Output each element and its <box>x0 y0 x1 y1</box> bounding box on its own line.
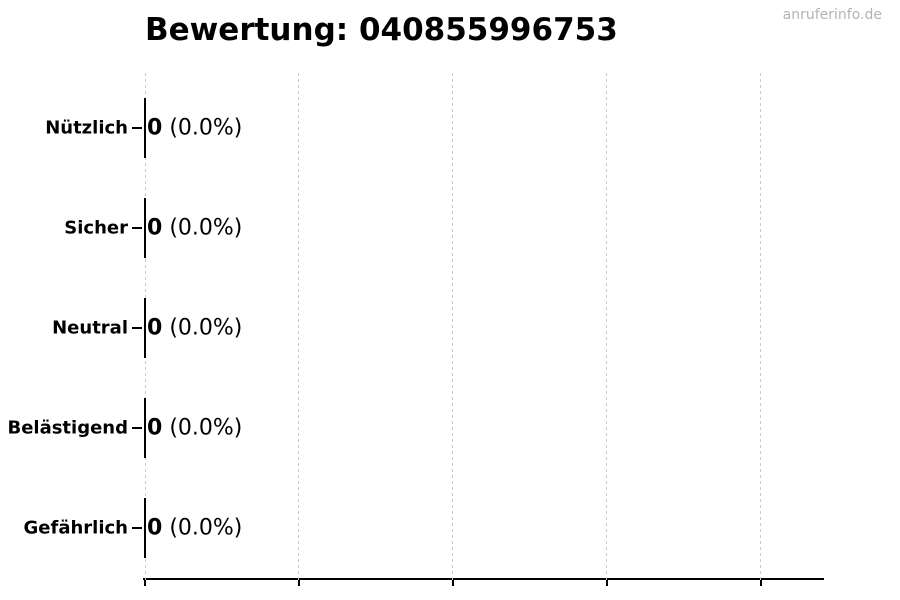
x-gridline-4 <box>760 73 761 580</box>
x-gridline-2 <box>452 73 453 580</box>
x-tick-1 <box>297 580 300 586</box>
bar-2 <box>144 297 146 358</box>
value-label-2: 0 (0.0%) <box>147 315 242 340</box>
value-percent-2: (0.0%) <box>169 315 243 340</box>
y-tick-2 <box>132 326 142 329</box>
chart-title: Bewertung: 040855996753 <box>145 12 618 48</box>
value-percent-1: (0.0%) <box>169 215 243 240</box>
value-count-4: 0 <box>147 515 163 540</box>
value-label-3: 0 (0.0%) <box>147 415 242 440</box>
category-label-2: Neutral <box>52 317 128 338</box>
bar-0 <box>144 97 146 158</box>
value-count-3: 0 <box>147 415 163 440</box>
value-count-1: 0 <box>147 215 163 240</box>
value-label-4: 0 (0.0%) <box>147 515 242 540</box>
category-label-4: Gefährlich <box>23 517 128 538</box>
category-label-0: Nützlich <box>45 117 128 138</box>
y-tick-1 <box>132 226 142 229</box>
bar-4 <box>144 497 146 558</box>
bar-1 <box>144 197 146 258</box>
y-tick-4 <box>132 526 142 529</box>
x-gridline-3 <box>606 73 607 580</box>
value-count-2: 0 <box>147 315 163 340</box>
category-label-1: Sicher <box>64 217 128 238</box>
value-percent-3: (0.0%) <box>169 415 243 440</box>
x-tick-3 <box>605 580 608 586</box>
plot-area <box>132 73 824 586</box>
x-tick-2 <box>451 580 454 586</box>
y-tick-0 <box>132 126 142 129</box>
value-label-0: 0 (0.0%) <box>147 115 242 140</box>
y-tick-3 <box>132 426 142 429</box>
value-percent-4: (0.0%) <box>169 515 243 540</box>
watermark-anruferinfo: anruferinfo.de <box>782 7 882 23</box>
x-tick-0 <box>144 580 146 586</box>
x-axis-line <box>143 578 824 580</box>
category-label-3: Belästigend <box>7 417 128 438</box>
x-gridline-1 <box>298 73 299 580</box>
value-percent-0: (0.0%) <box>169 115 243 140</box>
value-label-1: 0 (0.0%) <box>147 215 242 240</box>
value-count-0: 0 <box>147 115 163 140</box>
bar-3 <box>144 397 146 458</box>
x-tick-4 <box>759 580 762 586</box>
